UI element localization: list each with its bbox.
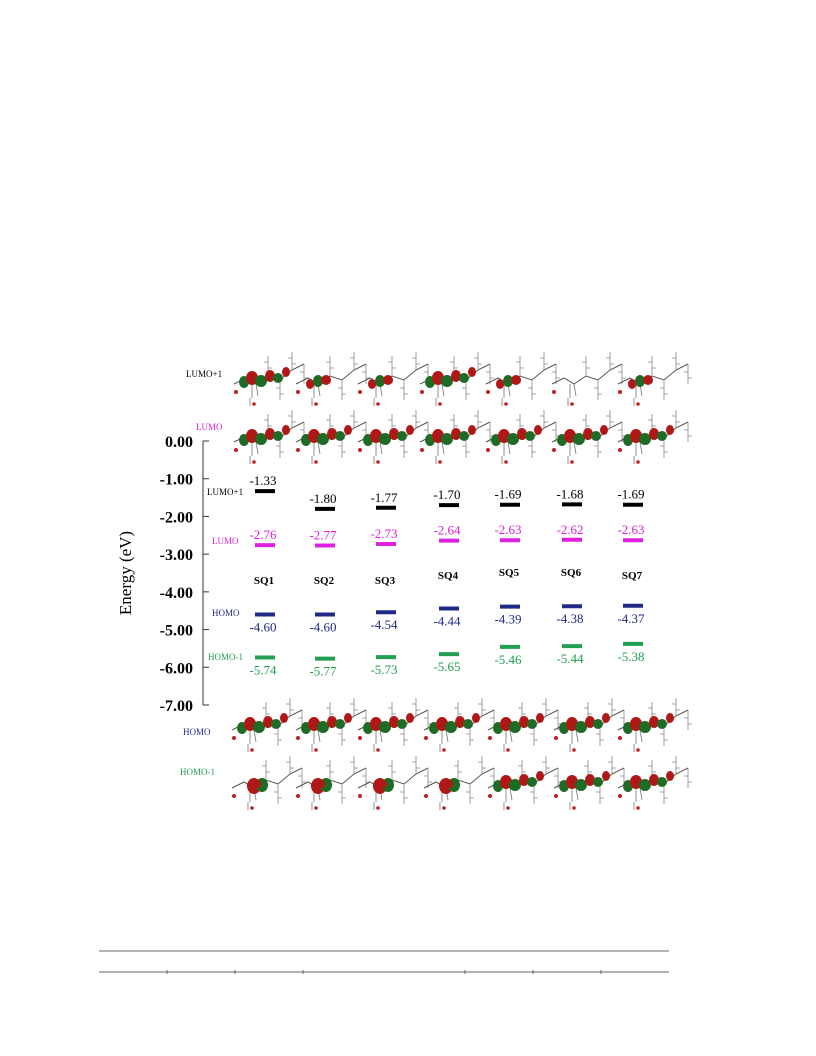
- orbital-image-homo-sq3: [357, 697, 433, 753]
- category-label-sq6: SQ6: [561, 567, 582, 579]
- category-label-sq7: SQ7: [622, 570, 643, 582]
- level-row-label-homo: HOMO: [212, 608, 240, 618]
- orbital-image-homo-minus-1-sq3: [357, 755, 433, 811]
- energy-value-label-lumo-plus-1-sq4: -1.70: [433, 487, 460, 502]
- orbital-image-lumo-plus-1-sq3: [357, 351, 433, 407]
- energy-value-label-homo-sq3: -4.54: [370, 617, 398, 632]
- orbital-image-lumo-sq5: [485, 409, 561, 465]
- orbital-image-homo-sq6: [553, 697, 629, 753]
- orbital-image-lumo-sq4: [419, 409, 495, 465]
- energy-value-label-lumo-plus-1-sq7: -1.69: [617, 487, 644, 502]
- orbital-image-row-lumo-plus-1: [233, 351, 693, 407]
- orbital-image-homo-sq1: [231, 697, 307, 753]
- energy-value-label-lumo-plus-1-sq2: -1.80: [309, 491, 336, 506]
- row-label-homo: HOMO: [183, 727, 211, 737]
- level-row-label-lumo: LUMO: [212, 536, 239, 546]
- y-axis-label: Energy (eV): [116, 531, 135, 615]
- orbital-image-homo-minus-1-sq6: [553, 755, 629, 811]
- y-tick-label: -4.00: [160, 585, 193, 602]
- category-label-sq1: SQ1: [254, 575, 274, 587]
- orbital-image-lumo-sq6: [551, 409, 627, 465]
- orbital-image-homo-sq7: [617, 697, 693, 753]
- orbital-image-lumo-plus-1-sq4: [419, 351, 495, 407]
- orbital-image-homo-minus-1-sq1: [231, 755, 307, 811]
- energy-value-label-lumo-plus-1-sq3: -1.77: [370, 490, 398, 505]
- y-tick-label: 0.00: [165, 434, 193, 451]
- energy-value-label-lumo-plus-1-sq6: -1.68: [556, 486, 583, 501]
- category-label-sq2: SQ2: [314, 575, 335, 587]
- energy-value-label-homo-minus-1-sq1: -5.74: [249, 662, 277, 677]
- orbital-image-lumo-plus-1-sq1: [233, 351, 309, 407]
- y-tick-label: -2.00: [160, 509, 193, 526]
- y-tick-label: -6.00: [160, 660, 193, 677]
- row-label-homo-minus-1: HOMO-1: [180, 767, 215, 777]
- orbital-image-homo-sq4: [423, 697, 499, 753]
- energy-value-label-homo-minus-1-sq7: -5.38: [617, 649, 644, 664]
- orbital-image-homo-sq2: [295, 697, 371, 753]
- energy-value-label-homo-minus-1-sq6: -5.44: [556, 651, 584, 666]
- energy-value-label-lumo-sq7: -2.63: [617, 522, 644, 537]
- energy-value-label-lumo-sq6: -2.62: [556, 522, 583, 537]
- y-tick-label: -1.00: [160, 472, 193, 489]
- orbital-image-lumo-plus-1-sq7: [617, 351, 693, 407]
- category-label-sq3: SQ3: [375, 575, 396, 587]
- orbital-image-lumo-plus-1-sq2: [295, 351, 371, 407]
- energy-value-label-homo-minus-1-sq3: -5.73: [370, 662, 397, 677]
- energy-value-label-lumo-plus-1-sq5: -1.69: [494, 487, 521, 502]
- energy-value-label-lumo-sq1: -2.76: [249, 527, 277, 542]
- category-labels: SQ1 SQ2 SQ3 SQ4 SQ5 SQ6 SQ7: [254, 567, 643, 587]
- orbital-image-lumo-plus-1-sq6: [551, 351, 627, 407]
- y-tick-label: -3.00: [160, 547, 193, 564]
- energy-value-label-lumo-sq5: -2.63: [494, 522, 521, 537]
- level-row-label-homo-minus-1: HOMO-1: [208, 652, 243, 662]
- orbital-image-row-lumo: [233, 409, 693, 465]
- energy-value-label-homo-sq6: -4.38: [556, 611, 583, 626]
- orbital-image-homo-minus-1-sq5: [487, 755, 563, 811]
- orbital-image-lumo-sq2: [295, 409, 371, 465]
- y-tick-label: -7.00: [160, 698, 193, 715]
- energy-value-label-homo-sq5: -4.39: [494, 612, 521, 627]
- orbital-image-lumo-sq3: [357, 409, 433, 465]
- energy-value-label-lumo-sq4: -2.64: [433, 523, 461, 538]
- energy-value-label-lumo-sq2: -2.77: [309, 527, 337, 542]
- orbital-image-lumo-plus-1-sq5: [485, 351, 561, 407]
- orbital-image-row-homo: [231, 697, 693, 753]
- orbital-image-homo-minus-1-sq7: [617, 755, 693, 811]
- energy-levels: -1.33 -1.80 -1.77 -1.70 -1.69 -1.68 -1.69 -2.76…: [249, 473, 645, 678]
- category-label-sq5: SQ5: [499, 567, 520, 579]
- energy-value-label-homo-minus-1-sq5: -5.46: [494, 652, 522, 667]
- orbital-image-lumo-sq7: [617, 409, 693, 465]
- orbital-image-homo-minus-1-sq2: [295, 755, 371, 811]
- orbital-image-homo-minus-1-sq4: [423, 755, 499, 811]
- y-axis-ticks: 0.00 -1.00 -2.00 -3.00 -4.00 -5.00 -6.00 -7.00: [160, 434, 209, 715]
- energy-value-label-homo-minus-1-sq4: -5.65: [433, 659, 460, 674]
- orbital-image-homo-sq5: [487, 697, 563, 753]
- orbital-image-lumo-sq1: [233, 409, 309, 465]
- level-row-label-lumo-plus-1: LUMO+1: [207, 487, 243, 497]
- row-label-lumo-plus-1: LUMO+1: [186, 369, 222, 379]
- y-tick-label: -5.00: [160, 623, 193, 640]
- energy-value-label-homo-sq7: -4.37: [617, 611, 645, 626]
- energy-value-label-lumo-plus-1-sq1: -1.33: [249, 473, 276, 488]
- energy-level-chart: 0.00-1.00-2.00-3.00-4.00-5.00-6.00-7.00 …: [116, 434, 645, 715]
- row-label-lumo: LUMO: [196, 422, 223, 432]
- page-rule-tick-marks: [166, 970, 602, 974]
- orbital-image-row-homo-minus-1: [231, 755, 693, 811]
- energy-value-label-homo-sq2: -4.60: [309, 619, 336, 634]
- energy-value-label-lumo-sq3: -2.73: [370, 526, 397, 541]
- energy-value-label-homo-sq4: -4.44: [433, 613, 461, 628]
- category-label-sq4: SQ4: [438, 570, 459, 582]
- energy-value-label-homo-minus-1-sq2: -5.77: [309, 664, 337, 679]
- energy-value-label-homo-sq1: -4.60: [249, 619, 276, 634]
